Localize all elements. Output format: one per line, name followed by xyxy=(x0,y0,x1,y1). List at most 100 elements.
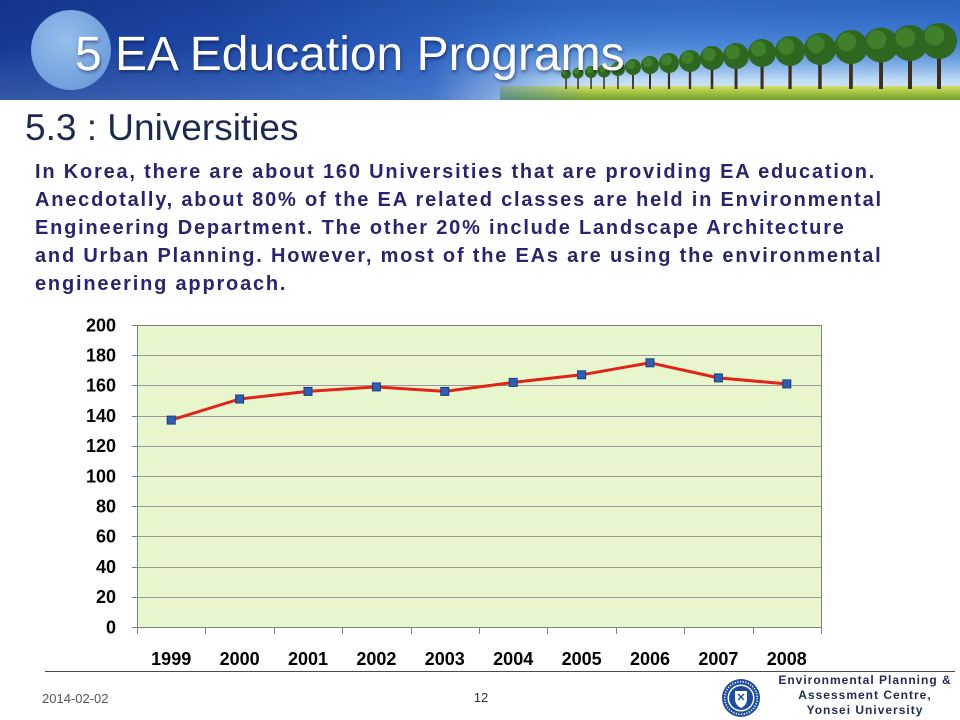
tree-trunk xyxy=(849,47,853,89)
tree-trunk xyxy=(565,74,567,89)
tree xyxy=(585,66,597,89)
organization-line: Environmental Planning & xyxy=(778,673,952,687)
tree xyxy=(641,56,659,89)
tree xyxy=(723,43,749,89)
tree-canopy-highlight xyxy=(725,44,740,60)
y-tick-label: 160 xyxy=(86,376,116,396)
seal-shield-emblem xyxy=(737,693,745,701)
tree-trunk xyxy=(590,72,592,89)
header-banner: 5 EA Education Programs xyxy=(0,0,960,100)
body-text-line: Engineering Department. The other 20% in… xyxy=(35,217,846,239)
tree-canopy-highlight xyxy=(661,54,672,66)
tree-trunk xyxy=(667,63,671,89)
tree-canopy-highlight xyxy=(681,51,694,64)
tree-trunk xyxy=(734,56,738,89)
tree xyxy=(892,25,928,89)
tree-trunk xyxy=(603,71,605,89)
tree xyxy=(679,50,701,89)
tree xyxy=(659,53,679,89)
tree xyxy=(572,67,584,89)
yonsei-seal-icon xyxy=(722,679,760,717)
tree xyxy=(561,69,571,89)
seal-shield xyxy=(735,691,747,708)
body-text-line: and Urban Planning. However, most of the… xyxy=(35,245,883,267)
title-circle-decoration xyxy=(31,10,111,90)
tree-row xyxy=(561,23,957,89)
footer-date: 2014-02-02 xyxy=(42,691,109,706)
x-tick-label: 2005 xyxy=(562,649,602,669)
tree xyxy=(775,36,805,89)
y-tick-label: 100 xyxy=(86,466,116,486)
y-tick-label: 20 xyxy=(96,587,116,607)
section-subtitle: 5.3 : Universities xyxy=(25,107,299,148)
x-tick-label: 2001 xyxy=(288,649,328,669)
tree-canopy-highlight xyxy=(702,47,716,62)
tree-canopy-highlight xyxy=(837,32,857,52)
body-paragraph: In Korea, there are about 160 Universiti… xyxy=(35,158,935,298)
tree xyxy=(611,62,625,89)
tree xyxy=(921,23,957,89)
slide-title: 5 EA Education Programs xyxy=(75,28,625,81)
x-tick-label: 2004 xyxy=(493,649,533,669)
footer-divider xyxy=(45,671,955,672)
line-chart: 0 20 40 60 80 100 120 140 160 180 200 1999 2000 2001 2… xyxy=(86,315,822,669)
tree xyxy=(804,33,836,89)
organization-name: Environmental Planning & Assessment Cent… xyxy=(775,673,955,718)
tree-canopy-highlight xyxy=(642,57,653,68)
tree-trunk xyxy=(908,43,912,89)
tree-canopy-highlight xyxy=(586,66,593,74)
tree-canopy-highlight xyxy=(573,68,580,75)
tree xyxy=(597,64,611,89)
y-tick-label: 80 xyxy=(96,497,116,517)
body-text-line: Anecdotally, about 80% of the EA related… xyxy=(35,189,883,211)
data-point xyxy=(508,377,518,387)
y-tick-label: 140 xyxy=(86,406,116,426)
x-tick-label: 2002 xyxy=(356,649,396,669)
y-tick-label: 40 xyxy=(96,557,116,577)
page-number: 12 xyxy=(473,690,489,705)
tree-canopy-highlight xyxy=(778,38,795,55)
tree-trunk xyxy=(649,65,651,89)
tree-canopy-highlight xyxy=(924,25,945,46)
y-tick-label: 200 xyxy=(86,315,116,335)
field xyxy=(500,86,960,100)
data-point xyxy=(577,370,587,380)
tree-canopy-highlight xyxy=(626,60,636,69)
organization-line: Yonsei University xyxy=(806,703,924,717)
tree-trunk xyxy=(937,41,941,89)
tree-trunk xyxy=(879,45,883,89)
x-tick-label: 2007 xyxy=(698,649,738,669)
data-point xyxy=(440,386,450,396)
tree-trunk xyxy=(788,51,792,89)
tree-canopy-highlight xyxy=(867,30,887,50)
tree-trunk xyxy=(632,67,634,89)
tree-canopy-highlight xyxy=(895,27,916,48)
tree-trunk xyxy=(760,53,764,89)
y-tick-label: 0 xyxy=(106,617,116,637)
tree xyxy=(748,39,776,89)
body-text-line: engineering approach. xyxy=(35,273,288,295)
data-point xyxy=(371,382,381,392)
header-landscape-image xyxy=(430,0,960,100)
y-tick-label: 180 xyxy=(86,346,116,366)
x-tick-label: 2006 xyxy=(630,649,670,669)
tree xyxy=(834,30,868,89)
tree-trunk xyxy=(710,58,714,89)
data-point xyxy=(713,373,723,383)
tree-canopy-highlight xyxy=(612,63,621,71)
tree-canopy-highlight xyxy=(750,41,767,57)
x-tick-label: 2008 xyxy=(767,649,807,669)
tree-canopy-highlight xyxy=(807,35,825,53)
body-text-line: In Korea, there are about 160 Universiti… xyxy=(35,161,877,183)
tree xyxy=(863,27,899,89)
data-point xyxy=(782,379,792,389)
x-tick-label: 1999 xyxy=(151,649,191,669)
y-tick-label: 120 xyxy=(86,436,116,456)
series-line xyxy=(170,361,787,422)
data-point xyxy=(645,358,655,368)
y-tick-label: 60 xyxy=(96,527,116,547)
tree xyxy=(700,46,724,89)
organization-line: Assessment Centre, xyxy=(798,688,932,702)
x-tick-label: 2003 xyxy=(425,649,465,669)
tree-canopy-highlight xyxy=(598,65,607,73)
